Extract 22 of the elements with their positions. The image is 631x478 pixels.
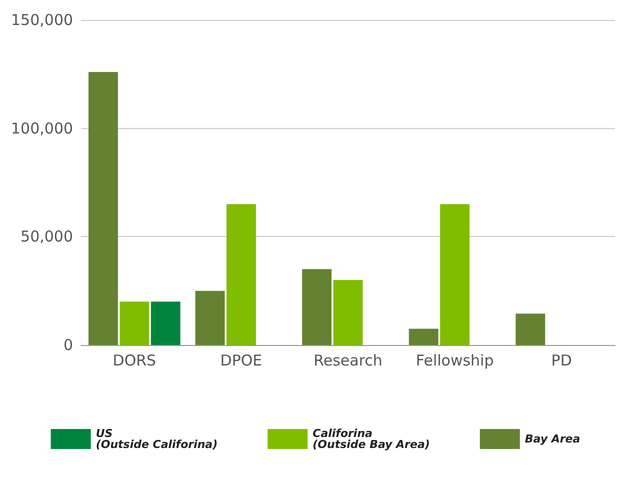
- bar: [408, 328, 438, 345]
- legend-label: Bay Area: [524, 432, 580, 446]
- legend-label: US (Outside Califorina): [96, 427, 218, 451]
- bar: [333, 280, 363, 345]
- y-tick-label: 50,000: [20, 228, 74, 246]
- bar: [195, 290, 225, 345]
- legend-label: Califorina (Outside Bay Area): [312, 427, 430, 451]
- bar: [88, 72, 118, 345]
- x-tick-label: Research: [314, 352, 382, 370]
- bar: [440, 204, 470, 345]
- x-tick-label: DPOE: [220, 352, 262, 370]
- y-tick-label: 100,000: [11, 119, 74, 138]
- x-tick-label: Fellowship: [416, 352, 494, 370]
- y-tick-label: 0: [63, 336, 74, 354]
- bar: [302, 269, 332, 345]
- x-tick-label: DORS: [112, 352, 156, 370]
- y-tick-label: 150,000: [11, 11, 74, 29]
- bar: [516, 314, 546, 345]
- bar: [150, 302, 180, 345]
- bar: [120, 302, 150, 345]
- bar: [226, 204, 256, 345]
- x-tick-label: PD: [551, 352, 572, 370]
